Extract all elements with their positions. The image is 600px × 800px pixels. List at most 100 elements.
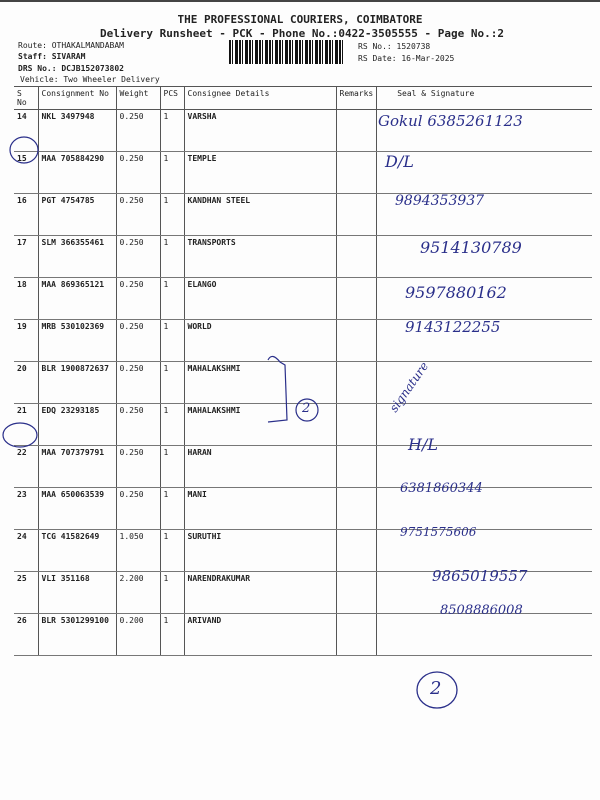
signature-16: 9894353937 (395, 193, 485, 209)
signature-cell (376, 235, 592, 278)
staff: Staff: SIVARAM (18, 52, 86, 61)
table-row: 17 SLM 366355461 0.250 1 TRANSPORTS (14, 235, 592, 278)
pcs-cell: 1 (159, 361, 185, 404)
signature-23: 6381860344 (400, 481, 483, 496)
consignment-cell: BLR 1900872637 (37, 361, 117, 404)
signature-cell (376, 277, 592, 320)
consignee-cell: SURUTHI (183, 529, 337, 572)
consignment-cell: SLM 366355461 (37, 235, 117, 278)
consignee-cell: ARIVAND (183, 613, 337, 656)
group-mark-2: 2 (302, 401, 311, 416)
consignment-cell: NKL 3497948 (37, 109, 117, 152)
table-row: 26 BLR 5301299100 0.200 1 ARIVAND (14, 613, 592, 656)
pcs-cell: 1 (159, 445, 185, 488)
table-row: 21 EDQ 23293185 0.250 1 MAHALAKSHMI (14, 403, 592, 446)
remarks-cell (335, 193, 378, 236)
table-row: 24 TCG 41582649 1.050 1 SURUTHI (14, 529, 592, 572)
consignment-cell: MAA 707379791 (37, 445, 117, 488)
signature-cell (376, 403, 592, 446)
consignment-cell: EDQ 23293185 (37, 403, 117, 446)
consignee-cell: KANDHAN STEEL (183, 193, 337, 236)
weight-cell: 0.250 (115, 277, 161, 320)
table-row: 18 MAA 869365121 0.250 1 ELANGO (14, 277, 592, 320)
circle-mark-22 (2, 422, 38, 448)
vehicle: Vehicle: Two Wheeler Delivery (20, 75, 160, 84)
consignee-cell: MAHALAKSHMI (183, 403, 337, 446)
bracket-mark (267, 355, 288, 423)
route: Route: OTHAKALMANDABAM (18, 41, 124, 50)
remarks-cell (335, 487, 378, 530)
remarks-cell (335, 571, 378, 614)
barcode (229, 40, 345, 64)
signature-26: 8508886008 (440, 603, 523, 618)
footer-circle-mark (416, 671, 458, 709)
signature-15: D/L (385, 152, 414, 171)
consignee-cell: TRANSPORTS (183, 235, 337, 278)
weight-cell: 1.050 (115, 529, 161, 572)
table-row: 22 MAA 707379791 0.250 1 HARAN (14, 445, 592, 488)
consignment-cell: VLI 351168 (37, 571, 117, 614)
signature-cell (376, 613, 592, 656)
consignment-cell: BLR 5301299100 (37, 613, 117, 656)
signature-cell (376, 445, 592, 488)
signature-cell (376, 109, 592, 152)
delivery-table: S No Consignment No Weight PCS Consignee… (14, 86, 592, 656)
col-signature: Seal & Signature (376, 86, 592, 110)
pcs-cell: 1 (159, 277, 185, 320)
signature-24: 9751575606 (400, 525, 477, 539)
signature-cell (376, 361, 592, 404)
pcs-cell: 1 (159, 571, 185, 614)
pcs-cell: 1 (159, 487, 185, 530)
table-header: S No Consignment No Weight PCS Consignee… (14, 86, 592, 110)
rs-date: RS Date: 16-Mar-2025 (358, 54, 455, 63)
table-row: 19 MRB 530102369 0.250 1 WORLD (14, 319, 592, 362)
sno-cell: 17 (14, 235, 39, 278)
signature-14: Gokul 6385261123 (378, 112, 523, 130)
table-row: 20 BLR 1900872637 0.250 1 MAHALAKSHMI (14, 361, 592, 404)
consignment-cell: MAA 869365121 (37, 277, 117, 320)
drs-no: DRS No.: DCJB152073802 (18, 64, 124, 73)
signature-22: H/L (408, 435, 438, 454)
remarks-cell (335, 445, 378, 488)
col-consignee: Consignee Details (183, 86, 337, 110)
table-row: 16 PGT 4754785 0.250 1 KANDHAN STEEL (14, 193, 592, 236)
remarks-cell (335, 151, 378, 194)
consignment-cell: MAA 705884290 (37, 151, 117, 194)
col-weight: Weight (115, 86, 161, 110)
col-sno: S No (14, 86, 39, 110)
consignee-cell: TEMPLE (183, 151, 337, 194)
consignee-cell: MAHALAKSHMI (183, 361, 337, 404)
runsheet-subtitle: Delivery Runsheet - PCK - Phone No.:0422… (100, 27, 504, 40)
table-row: 23 MAA 650063539 0.250 1 MANI (14, 487, 592, 530)
sno-cell: 18 (14, 277, 39, 320)
remarks-cell (335, 277, 378, 320)
consignee-cell: NARENDRAKUMAR (183, 571, 337, 614)
table-row: 25 VLI 351168 2.200 1 NARENDRAKUMAR (14, 571, 592, 614)
signature-cell (376, 193, 592, 236)
signature-cell (376, 487, 592, 530)
circle-2-mark (295, 398, 319, 422)
sno-cell: 23 (14, 487, 39, 530)
signature-cell (376, 571, 592, 614)
circle-mark-15 (9, 136, 39, 164)
signature-cell (376, 151, 592, 194)
consignee-cell: ELANGO (183, 277, 337, 320)
remarks-cell (335, 109, 378, 152)
consignee-cell: MANI (183, 487, 337, 530)
pcs-cell: 1 (159, 613, 185, 656)
signature-cell (376, 529, 592, 572)
weight-cell: 0.250 (115, 403, 161, 446)
weight-cell: 0.250 (115, 319, 161, 362)
consignment-cell: MAA 650063539 (37, 487, 117, 530)
remarks-cell (335, 319, 378, 362)
consignee-cell: HARAN (183, 445, 337, 488)
signature-17: 9514130789 (420, 238, 522, 257)
sno-cell: 25 (14, 571, 39, 614)
weight-cell: 0.250 (115, 235, 161, 278)
rs-no: RS No.: 1520738 (358, 42, 431, 51)
footer-mark: 2 (430, 678, 442, 699)
signature-25: 9865019557 (432, 567, 528, 585)
remarks-cell (335, 613, 378, 656)
